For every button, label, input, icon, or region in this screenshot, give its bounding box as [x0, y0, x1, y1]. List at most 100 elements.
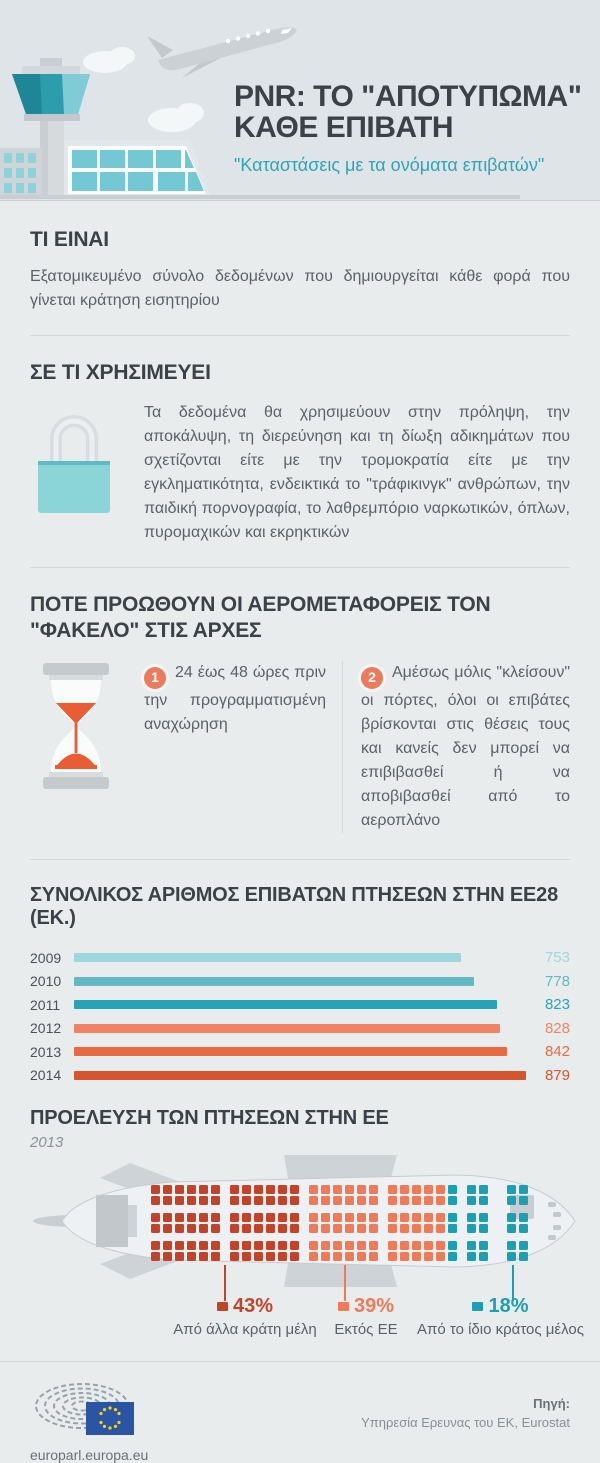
- seat-icon: [175, 1195, 184, 1205]
- seat-pair: [230, 1212, 239, 1233]
- bar-track: [74, 976, 526, 986]
- seat-icon: [479, 1223, 488, 1233]
- seat-icon: [211, 1251, 220, 1261]
- source-label: Πηγή:: [533, 1395, 570, 1411]
- section-body: Τα δεδομένα θα χρησιμεύουν στην πρόληψη,…: [144, 404, 570, 542]
- seat-icon: [507, 1223, 516, 1233]
- seat-pair: [507, 1184, 516, 1205]
- when-item-2: 2 Αμέσως μόλις "κλείσουν" οι πόρτες, όλοι…: [361, 661, 570, 833]
- seat-icon: [345, 1223, 354, 1233]
- seat-icon: [254, 1212, 263, 1222]
- seat-icon: [388, 1184, 397, 1194]
- bar-category-label: 2012: [30, 1020, 62, 1037]
- seat-icon: [412, 1184, 421, 1194]
- ground-strip: [0, 195, 520, 199]
- seat-icon: [357, 1195, 366, 1205]
- footer-url[interactable]: europarl.europa.eu: [30, 1446, 149, 1463]
- seat-icon: [163, 1240, 172, 1250]
- seat-icon: [333, 1240, 342, 1250]
- source-text: Υπηρεσία Ερευνας του ΕΚ, Eurostat: [361, 1415, 570, 1431]
- seat-pair: [321, 1240, 330, 1261]
- seat-icon: [467, 1212, 476, 1222]
- seat-pair: [309, 1212, 318, 1233]
- seat-icon: [369, 1184, 378, 1194]
- seat-icon: [266, 1223, 275, 1233]
- legend-percent: 18%: [488, 1294, 529, 1317]
- seat-pair: [290, 1240, 299, 1261]
- seat-icon: [321, 1212, 330, 1222]
- seat-pair: [151, 1212, 160, 1233]
- seat-icon: [412, 1223, 421, 1233]
- section-seatmap: ΠΡΟΕΛΕΥΣΗ ΤΩΝ ΠΤΗΣΕΩΝ ΣΤΗΝ ΕΕ 2013: [0, 1087, 600, 1347]
- seat-icon: [357, 1240, 366, 1250]
- seat-icon: [448, 1251, 457, 1261]
- bar-category-label: 2011: [30, 996, 61, 1013]
- seat-pair: [412, 1212, 421, 1233]
- terminal-left-building: [0, 148, 42, 199]
- seat-pair: [254, 1212, 263, 1233]
- seat-pair: [448, 1212, 457, 1233]
- seat-icon: [507, 1240, 516, 1250]
- seat-icon: [187, 1240, 196, 1250]
- seat-icon: [266, 1251, 275, 1261]
- seat-icon: [254, 1240, 263, 1250]
- seat-pair: [278, 1212, 287, 1233]
- seat-icon: [254, 1223, 263, 1233]
- seat-icon: [199, 1184, 208, 1194]
- seat-icon: [242, 1223, 251, 1233]
- bar-category-label: 2013: [30, 1043, 62, 1060]
- seat-icon: [479, 1195, 488, 1205]
- seat-icon: [448, 1212, 457, 1222]
- bar-fill: [74, 953, 462, 963]
- seat-icon: [242, 1212, 251, 1222]
- seat-pair: [151, 1184, 160, 1205]
- section-what-is: ΤΙ ΕΙΝΑΙ Εξατομικευμένο σύνολο δεδομένων…: [0, 201, 600, 336]
- seat-icon: [388, 1223, 397, 1233]
- seat-icon: [187, 1212, 196, 1222]
- seat-pair: [400, 1240, 409, 1261]
- when-item-2-text: Αμέσως μόλις "κλείσουν" οι πόρτες, όλοι …: [361, 664, 570, 829]
- seat-pair: [266, 1240, 275, 1261]
- seat-icon: [211, 1223, 220, 1233]
- seat-icon: [345, 1184, 354, 1194]
- seat-icon: [369, 1212, 378, 1222]
- seat-pair: [211, 1184, 220, 1205]
- section-use: ΣΕ ΤΙ ΧΡΗΣΙΜΕΥΕΙ Τα δεδομένα θα χρησιμεύ…: [0, 336, 600, 569]
- bar-track: [74, 953, 526, 963]
- seat-icon: [151, 1251, 160, 1261]
- cloud-icon: [83, 47, 204, 132]
- seat-icon: [357, 1184, 366, 1194]
- seat-pair: [345, 1240, 354, 1261]
- seat-icon: [175, 1212, 184, 1222]
- seat-icon: [333, 1212, 342, 1222]
- seat-pair: [163, 1240, 172, 1261]
- seat-icon: [519, 1212, 528, 1222]
- chart-title: ΣΥΝΟΛΙΚΟΣ ΑΡΙΘΜΟΣ ΕΠΙΒΑΤΩΝ ΠΤΗΣΕΩΝ ΣΤΗΝ …: [30, 883, 558, 929]
- seat-icon: [199, 1240, 208, 1250]
- seat-icon: [290, 1212, 299, 1222]
- legend-swatch-icon: [337, 1301, 349, 1311]
- seat-pair: [266, 1212, 275, 1233]
- seat-icon: [187, 1223, 196, 1233]
- seat-pair: [400, 1184, 409, 1205]
- seat-icon: [290, 1184, 299, 1194]
- seat-icon: [467, 1240, 476, 1250]
- seat-pair: [448, 1240, 457, 1261]
- seat-icon: [519, 1223, 528, 1233]
- seat-pair: [163, 1212, 172, 1233]
- seat-pair: [230, 1240, 239, 1261]
- seat-icon: [333, 1223, 342, 1233]
- seat-icon: [333, 1184, 342, 1194]
- seat-icon: [254, 1251, 263, 1261]
- seat-icon: [211, 1240, 220, 1250]
- bar-category-label: 2009: [30, 949, 62, 966]
- seat-icon: [507, 1251, 516, 1261]
- page-title: PNR: ΤΟ "ΑΠΟΤΥΠΩΜΑ" ΚΑΘΕ ΕΠΙΒΑΤΗ: [234, 80, 582, 144]
- seat-icon: [151, 1195, 160, 1205]
- seat-pair: [199, 1184, 208, 1205]
- seat-icon: [333, 1195, 342, 1205]
- seat-pair: [388, 1240, 397, 1261]
- divider: [30, 334, 570, 336]
- seat-icon: [175, 1184, 184, 1194]
- seat-icon: [242, 1251, 251, 1261]
